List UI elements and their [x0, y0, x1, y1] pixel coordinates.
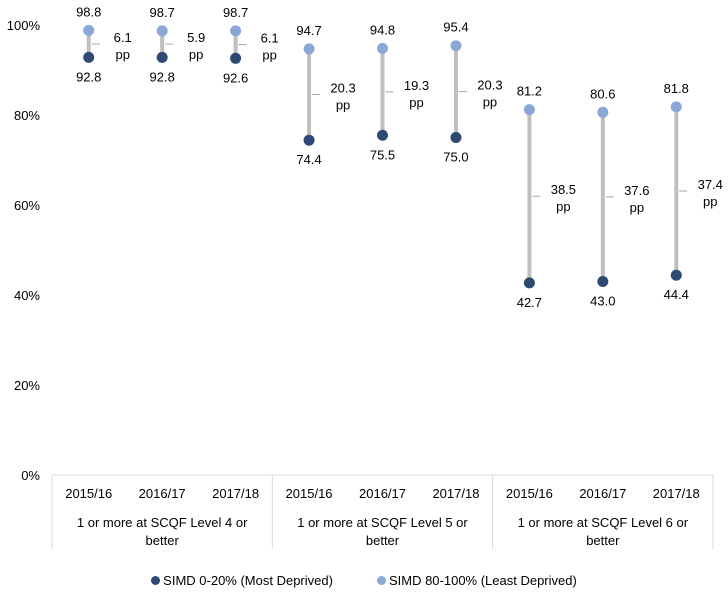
- legend-marker-most-deprived: [151, 575, 161, 585]
- least-deprived-point: [670, 101, 682, 113]
- y-tick-label: 80%: [14, 108, 40, 123]
- gap-unit-label: pp: [262, 48, 276, 63]
- least-deprived-point: [523, 104, 535, 116]
- least-deprived-value-label: 94.7: [296, 23, 321, 38]
- gap-unit-label: pp: [409, 95, 423, 110]
- most-deprived-value-label: 74.4: [296, 152, 321, 167]
- y-tick-label: 0%: [21, 468, 40, 483]
- gap-unit-label: pp: [703, 194, 717, 209]
- most-deprived-value-label: 92.6: [223, 70, 248, 85]
- x-tick-label: 2016/17: [359, 486, 406, 501]
- most-deprived-value-label: 44.4: [664, 287, 689, 302]
- most-deprived-point: [670, 269, 682, 281]
- gap-value-label: 6.1: [261, 31, 279, 46]
- legend-item-least-deprived: SIMD 80-100% (Least Deprived): [376, 570, 577, 590]
- group-label: 1 or more at SCQF Level 4 or better: [77, 515, 248, 548]
- most-deprived-value-label: 75.0: [443, 150, 468, 165]
- least-deprived-value-label: 98.7: [223, 5, 248, 20]
- legend-label-most-deprived: SIMD 0-20% (Most Deprived): [163, 572, 333, 588]
- x-tick-label: 2017/18: [212, 486, 259, 501]
- y-tick-label: 40%: [14, 288, 40, 303]
- most-deprived-value-label: 42.7: [517, 295, 542, 310]
- least-deprived-value-label: 98.8: [76, 4, 101, 19]
- most-deprived-point: [303, 134, 315, 146]
- x-tick-label: 2016/17: [579, 486, 626, 501]
- least-deprived-value-label: 98.7: [150, 5, 175, 20]
- x-tick-label: 2015/16: [286, 486, 333, 501]
- group-label: 1 or more at SCQF Level 5 or better: [297, 515, 468, 548]
- least-deprived-point: [303, 43, 315, 55]
- gap-value-label: 37.6: [624, 183, 649, 198]
- legend-marker-least-deprived: [376, 575, 386, 585]
- least-deprived-value-label: 80.6: [590, 86, 615, 101]
- gap-value-label: 20.3: [477, 78, 502, 93]
- gap-unit-label: pp: [630, 200, 644, 215]
- most-deprived-value-label: 43.0: [590, 294, 615, 309]
- least-deprived-point: [450, 40, 462, 52]
- most-deprived-point: [156, 51, 168, 63]
- gap-value-label: 6.1: [114, 30, 132, 45]
- least-deprived-point: [597, 106, 609, 118]
- y-tick-label: 20%: [14, 378, 40, 393]
- least-deprived-value-label: 81.8: [664, 81, 689, 96]
- legend-label-least-deprived: SIMD 80-100% (Least Deprived): [388, 572, 577, 588]
- least-deprived-value-label: 95.4: [443, 20, 468, 35]
- x-tick-label: 2015/16: [506, 486, 553, 501]
- gap-value-label: 5.9: [187, 30, 205, 45]
- least-deprived-point: [156, 25, 168, 37]
- least-deprived-point: [83, 24, 95, 36]
- least-deprived-value-label: 81.2: [517, 84, 542, 99]
- y-tick-label: 100%: [7, 18, 41, 33]
- gap-unit-label: pp: [115, 47, 129, 62]
- most-deprived-point: [450, 132, 462, 143]
- most-deprived-value-label: 92.8: [76, 69, 101, 84]
- x-tick-label: 2017/18: [653, 486, 700, 501]
- x-tick-label: 2016/17: [139, 486, 186, 501]
- gap-value-label: 37.4: [698, 177, 723, 192]
- gap-value-label: 38.5: [551, 182, 576, 197]
- most-deprived-point: [523, 277, 535, 289]
- least-deprived-value-label: 94.8: [370, 22, 395, 37]
- most-deprived-point: [377, 129, 388, 141]
- gap-value-label: 20.3: [330, 81, 355, 96]
- legend-item-most-deprived: SIMD 0-20% (Most Deprived): [151, 570, 333, 590]
- least-deprived-point: [377, 42, 388, 54]
- most-deprived-value-label: 92.8: [150, 69, 175, 84]
- y-tick-label: 60%: [14, 198, 40, 213]
- gap-unit-label: pp: [189, 47, 203, 62]
- gap-unit-label: pp: [556, 199, 570, 214]
- gap-unit-label: pp: [336, 98, 350, 113]
- x-tick-label: 2017/18: [432, 486, 479, 501]
- gap-value-label: 19.3: [404, 78, 429, 93]
- most-deprived-point: [230, 52, 242, 64]
- least-deprived-point: [230, 25, 242, 37]
- most-deprived-point: [597, 276, 609, 287]
- gap-unit-label: pp: [483, 95, 497, 110]
- legend: SIMD 0-20% (Most Deprived) SIMD 80-100% …: [0, 570, 728, 590]
- group-label: 1 or more at SCQF Level 6 or better: [518, 515, 689, 548]
- most-deprived-point: [83, 51, 95, 63]
- most-deprived-value-label: 75.5: [370, 147, 395, 162]
- x-tick-label: 2015/16: [65, 486, 112, 501]
